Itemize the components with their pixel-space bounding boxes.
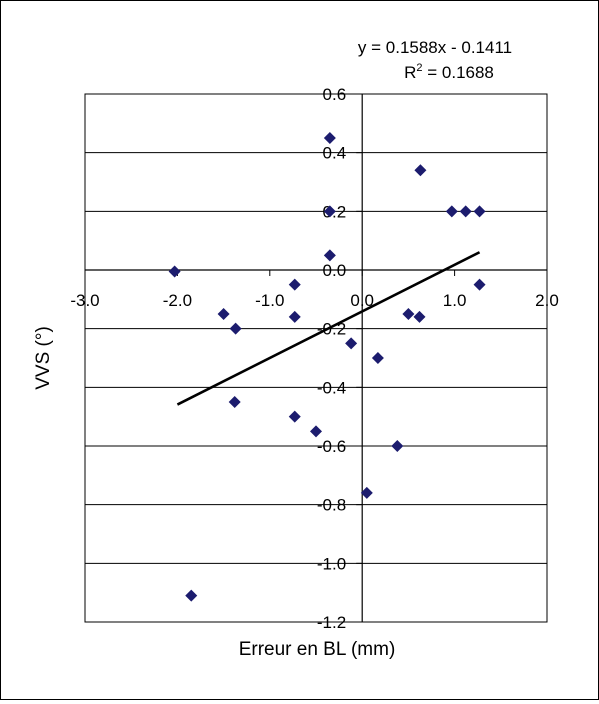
data-point <box>391 440 404 452</box>
data-point <box>288 410 301 423</box>
y-axis-label: VVS (°) <box>33 326 54 390</box>
data-point <box>185 589 198 602</box>
x-axis-label: Erreur en BL (mm) <box>239 639 396 660</box>
data-points <box>168 132 486 602</box>
x-tick-label: -1.0 <box>255 291 284 310</box>
x-tick-label: 2.0 <box>535 291 559 310</box>
x-tick-label: 0.0 <box>350 291 374 310</box>
axes <box>84 93 548 623</box>
y-tick-label: 0.4 <box>323 144 347 163</box>
y-tick-label: -1.0 <box>317 554 346 573</box>
data-point <box>459 205 472 218</box>
data-point <box>345 337 358 350</box>
r-squared-value: = 0.1688 <box>423 63 494 82</box>
y-tick-label: -1.2 <box>317 613 346 632</box>
data-point <box>323 132 336 144</box>
y-tick-label: 0.6 <box>323 85 347 104</box>
plot-area <box>84 93 548 623</box>
y-tick-label: 0.0 <box>323 261 347 280</box>
data-point <box>168 265 181 278</box>
data-point <box>371 352 384 364</box>
data-point <box>288 278 301 291</box>
x-tick-label: -2.0 <box>163 291 192 310</box>
tick-labels: -3.0-2.0-1.00.01.02.00.60.40.20.0-0.2-0.… <box>70 85 558 632</box>
trendline <box>176 251 481 406</box>
y-tick-label: -0.4 <box>317 378 346 397</box>
r-squared-label: R2 = 0.1688 <box>404 62 494 82</box>
data-point <box>323 249 336 262</box>
x-tick-label: 1.0 <box>443 291 467 310</box>
x-tick-label: -3.0 <box>70 291 99 310</box>
data-point <box>473 205 486 218</box>
data-point <box>217 308 230 320</box>
r-squared-prefix: R <box>404 63 416 82</box>
data-point <box>323 205 336 218</box>
data-point <box>360 486 373 499</box>
data-point <box>473 278 486 291</box>
r-squared-sup: 2 <box>416 62 422 74</box>
data-point <box>310 425 322 438</box>
trendline-group <box>176 251 481 406</box>
data-point <box>414 164 427 177</box>
y-tick-label: -0.8 <box>317 496 346 515</box>
grid-lines <box>85 93 547 623</box>
data-point <box>229 322 242 335</box>
equation-label: y = 0.1588x - 0.1411 <box>358 38 512 57</box>
data-point <box>288 310 301 323</box>
data-point <box>445 205 458 218</box>
data-point <box>413 310 426 323</box>
data-point <box>228 396 241 408</box>
data-point <box>402 308 415 320</box>
y-tick-label: -0.6 <box>317 437 346 456</box>
